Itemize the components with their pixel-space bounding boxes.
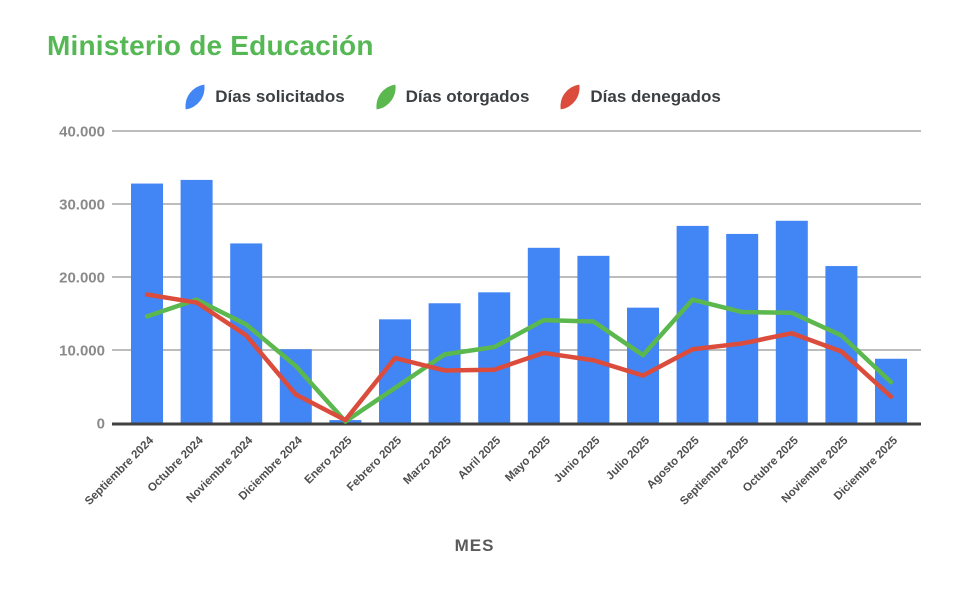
bar-Septiembre 2025[interactable] <box>726 233 759 423</box>
legend-item-otorgados[interactable]: Días otorgados <box>373 84 530 110</box>
line-Días denegados[interactable] <box>144 292 894 423</box>
y-tick-label-0: 0 <box>97 416 105 433</box>
bar-Agosto 2025[interactable] <box>676 225 709 423</box>
bar-Diciembre 2024[interactable] <box>279 349 312 423</box>
legend-item-solicitados[interactable]: Días solicitados <box>182 84 345 110</box>
x-tick-label-Marzo 2025: Marzo 2025 <box>401 434 454 487</box>
legend-label-otorgados: Días otorgados <box>405 87 530 106</box>
bar-Septiembre 2024[interactable] <box>131 183 163 423</box>
line-Días otorgados[interactable] <box>144 297 894 424</box>
y-tick-label-40.000: 40.000 <box>59 124 105 141</box>
x-tick-label-Julio 2025: Julio 2025 <box>604 434 652 482</box>
bar-Diciembre 2025[interactable] <box>875 358 907 423</box>
y-tick-label-30.000: 30.000 <box>59 197 105 214</box>
x-axis-title: MES <box>454 536 495 555</box>
bar-Abril 2025[interactable] <box>478 292 511 423</box>
bar-Julio 2025[interactable] <box>627 307 659 423</box>
bar-Junio 2025[interactable] <box>577 255 610 423</box>
x-tick-label-Septiembre 2024: Septiembre 2024 <box>83 434 157 508</box>
x-tick-label-Enero 2025: Enero 2025 <box>303 434 355 486</box>
x-tick-label-Abril 2025: Abril 2025 <box>456 434 504 482</box>
legend-label-solicitados: Días solicitados <box>215 87 345 106</box>
bar-Mayo 2025[interactable] <box>527 247 560 423</box>
legend-item-denegados[interactable]: Días denegados <box>557 84 721 110</box>
chart-title: Ministerio de Educación <box>47 30 374 61</box>
y-tick-label-10.000: 10.000 <box>59 343 105 360</box>
legend-label-denegados: Días denegados <box>590 87 721 106</box>
bar-Octubre 2025[interactable] <box>775 220 808 423</box>
legend: Días solicitados Días otorgados Días den… <box>0 84 937 110</box>
x-tick-label-Junio 2025: Junio 2025 <box>552 434 603 485</box>
y-tick-label-20.000: 20.000 <box>59 270 105 287</box>
x-tick-label-Mayo 2025: Mayo 2025 <box>503 434 553 484</box>
